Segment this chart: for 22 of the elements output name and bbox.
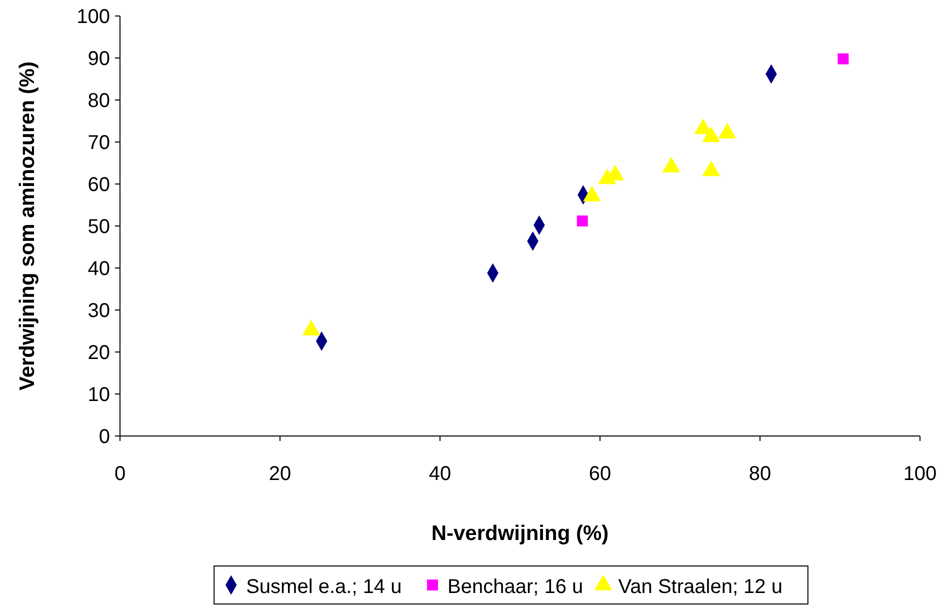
y-tick-label: 30 [88, 300, 110, 322]
x-tick-label: 80 [748, 463, 772, 485]
x-tick-label: 60 [588, 463, 612, 485]
y-tick-label: 10 [88, 384, 110, 406]
x-axis-title: N-verdwijning (%) [431, 522, 609, 545]
y-tick-label: 40 [88, 258, 110, 280]
y-tick-label: 0 [98, 426, 110, 448]
legend-label: Susmel e.a.; 14 u [246, 576, 402, 598]
y-tick-label: 100 [76, 6, 110, 28]
y-tick-label: 80 [88, 90, 110, 112]
y-axis-title: Verdwijning som aminozuren (%) [16, 61, 39, 391]
legend-label: Benchaar; 16 u [448, 576, 584, 598]
legend-label: Van Straalen; 12 u [618, 576, 783, 598]
x-tick-label: 100 [903, 463, 937, 485]
y-tick-label: 70 [88, 132, 110, 154]
y-tick-label: 20 [88, 342, 110, 364]
x-tick-label: 20 [268, 463, 292, 485]
y-tick-label: 50 [88, 216, 110, 238]
x-tick-label: 0 [114, 463, 126, 485]
x-tick-label: 40 [428, 463, 452, 485]
y-tick-label: 90 [88, 48, 110, 70]
y-tick-label: 60 [88, 174, 110, 196]
